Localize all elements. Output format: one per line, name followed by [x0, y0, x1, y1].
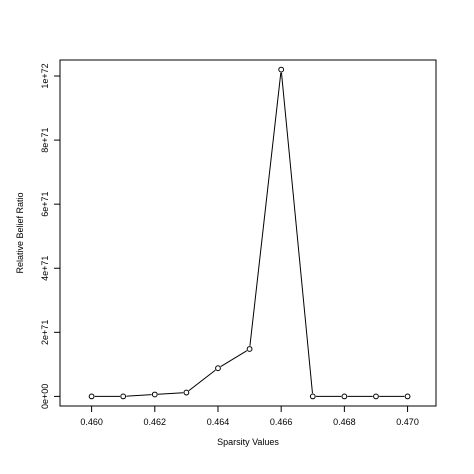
data-point: [183, 389, 190, 396]
data-point: [373, 393, 379, 400]
y-axis-title: Relative Belief Ratio: [15, 192, 25, 273]
data-point: [215, 365, 221, 372]
x-axis: 0.460 0.462 0.464 0.466 0.468 0.470: [80, 405, 419, 427]
data-point: [341, 393, 348, 400]
y-tick-label: 8e+71: [40, 127, 50, 152]
series-line-segment: [126, 394, 152, 397]
data-point: [246, 346, 253, 352]
series-line-segment: [249, 72, 282, 346]
data-series: [88, 66, 411, 400]
series-line-segment: [220, 350, 248, 367]
series-line-segment: [157, 392, 184, 395]
y-tick-label: 0e+00: [40, 384, 50, 409]
x-tick-label: 0.468: [333, 417, 356, 427]
series-line-segment: [280, 72, 313, 394]
x-tick-label: 0.462: [144, 417, 167, 427]
y-axis: 0e+00 2e+71 4e+71 6e+71 8e+71 1e+72: [40, 63, 61, 409]
data-point: [278, 66, 285, 73]
data-point: [151, 391, 158, 398]
plot-frame: [59, 59, 437, 407]
data-point: [309, 393, 316, 400]
y-tick-label: 1e+72: [40, 63, 50, 88]
data-point: [120, 393, 127, 400]
data-point: [404, 393, 411, 400]
plot-area: [59, 59, 437, 407]
y-tick-label: 2e+71: [40, 320, 50, 345]
series-line-segment: [188, 369, 216, 391]
data-point: [88, 393, 95, 400]
x-tick-label: 0.460: [80, 417, 103, 427]
y-tick-label: 4e+71: [40, 256, 50, 281]
x-tick-label: 0.464: [207, 417, 230, 427]
x-tick-label: 0.466: [270, 417, 293, 427]
x-tick-label: 0.470: [396, 417, 419, 427]
y-tick-label: 6e+71: [40, 192, 50, 217]
x-axis-title: Sparsity Values: [217, 437, 279, 447]
